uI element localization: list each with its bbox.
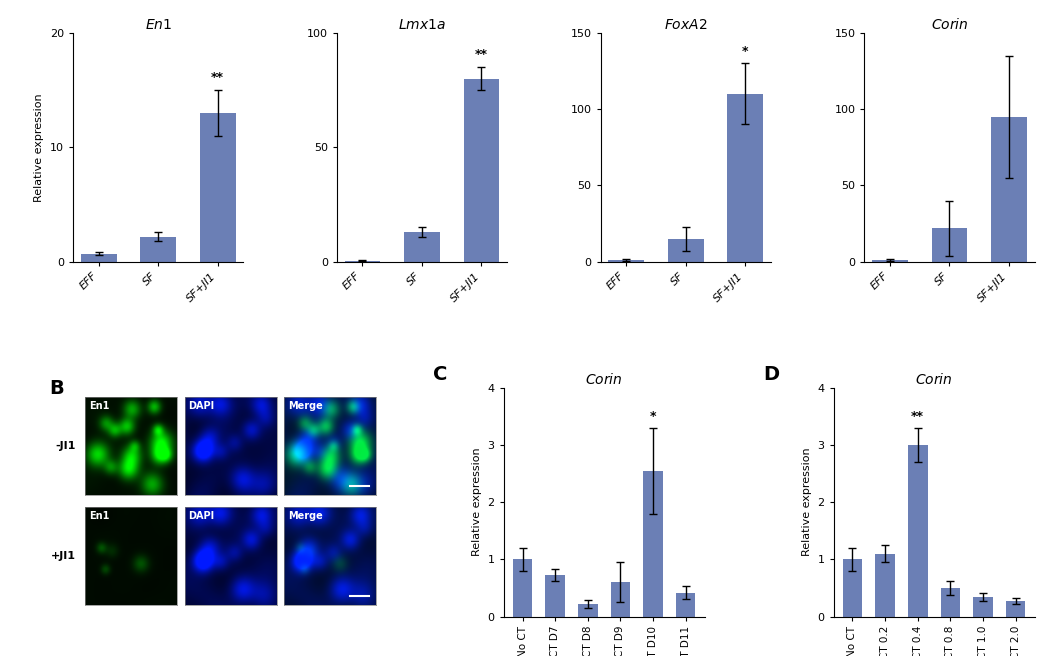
Bar (1006, 601, 1025, 617)
Bar (404, 232, 440, 262)
Bar (727, 94, 763, 262)
Bar (513, 560, 532, 617)
Bar (973, 596, 993, 617)
Text: **: ** (211, 72, 225, 85)
Title: $\it{Corin}$: $\it{Corin}$ (915, 371, 953, 386)
Y-axis label: Relative expression: Relative expression (802, 448, 812, 556)
Bar (545, 575, 565, 617)
Text: C: C (434, 365, 447, 384)
Bar (676, 592, 696, 617)
Title: $\it{En1}$: $\it{En1}$ (144, 18, 171, 31)
Bar (578, 604, 598, 617)
Bar (668, 239, 703, 262)
Text: **: ** (911, 410, 924, 423)
Text: +JI1: +JI1 (51, 551, 76, 561)
Bar (608, 260, 644, 262)
Title: $\it{FoxA2}$: $\it{FoxA2}$ (664, 18, 707, 31)
Bar (991, 117, 1027, 262)
Y-axis label: Relative expression: Relative expression (34, 93, 45, 201)
Title: $\it{Lmx1a}$: $\it{Lmx1a}$ (398, 18, 446, 31)
Bar (644, 471, 663, 617)
Bar (80, 254, 117, 262)
Bar (876, 554, 895, 617)
Bar (842, 560, 862, 617)
Bar (345, 260, 380, 262)
Title: $\it{Corin}$: $\it{Corin}$ (931, 16, 969, 31)
Bar (873, 260, 908, 262)
Bar (610, 583, 630, 617)
Bar (908, 445, 928, 617)
Bar (140, 237, 176, 262)
Title: $\it{Corin}$: $\it{Corin}$ (585, 371, 623, 386)
Text: *: * (650, 410, 656, 423)
Text: D: D (763, 365, 780, 384)
Bar (464, 79, 500, 262)
Text: **: ** (475, 49, 488, 62)
Bar (200, 113, 235, 262)
Y-axis label: Relative expression: Relative expression (472, 448, 482, 556)
Bar (940, 588, 960, 617)
Text: B: B (49, 379, 64, 398)
Text: -JI1: -JI1 (55, 441, 76, 451)
Bar (932, 228, 968, 262)
Text: *: * (742, 45, 748, 58)
